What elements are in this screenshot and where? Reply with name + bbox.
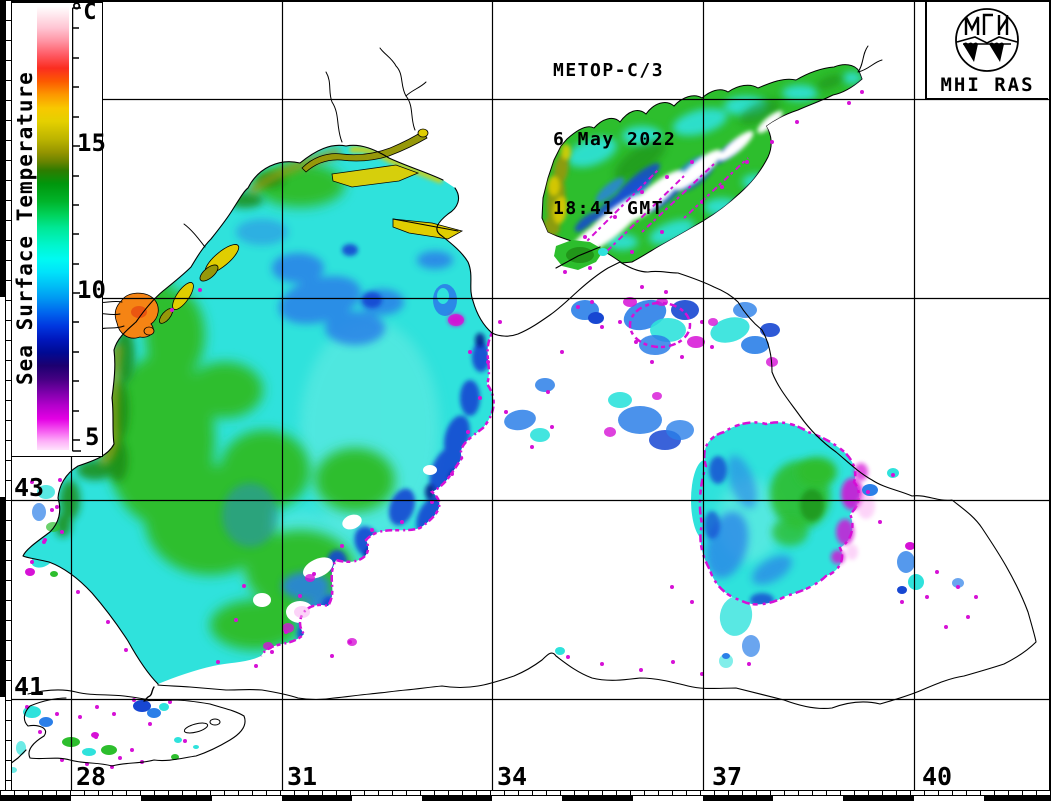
colorbar-tick-10: 10 — [77, 276, 106, 304]
lon-label-37: 37 — [712, 762, 743, 791]
longitude-ruler — [0, 790, 1051, 801]
nw-lagoons — [114, 128, 464, 339]
colorbar-gradient — [37, 6, 69, 450]
latitude-ruler-blocks — [0, 0, 5, 790]
acquisition-info: METOP-C/3 6 May 2022 18:41 GMT — [553, 13, 676, 266]
mhi-ras-logo-box: MHI RAS — [925, 2, 1048, 100]
lat-label-41: 41 — [14, 672, 45, 701]
lon-label-31: 31 — [287, 762, 318, 791]
acquisition-date: 6 May 2022 — [553, 129, 677, 150]
sst-colorbar: Sea Surface Temperature °C 15 10 5 — [11, 0, 106, 457]
frame-top-border — [0, 0, 1051, 2]
lon-label-40: 40 — [922, 762, 953, 791]
acquisition-time: 18:41 GMT — [553, 198, 665, 219]
lat-label-43: 43 — [14, 473, 45, 502]
colorbar-title: Sea Surface Temperature — [13, 71, 37, 386]
lon-label-28: 28 — [76, 762, 107, 791]
east-black-sea-sst-field — [691, 421, 875, 668]
lon-label-34: 34 — [497, 762, 528, 791]
colorbar-unit-label: °C — [70, 0, 97, 25]
colorbar-axis — [72, 7, 81, 452]
satellite-name: METOP-C/3 — [553, 60, 665, 81]
longitude-ruler-blocks — [0, 796, 1051, 801]
mhi-ras-label: MHI RAS — [940, 74, 1035, 96]
mhi-ras-emblem-icon — [955, 8, 1019, 72]
longitude-ruler-cells — [0, 790, 1051, 796]
frame-right-border — [1049, 0, 1051, 801]
scattered-sst-patches — [25, 468, 964, 659]
sea-of-azov-sst-field — [541, 64, 863, 264]
colorbar-tick-5: 5 — [85, 423, 100, 451]
cloud-fringe-magenta — [25, 90, 978, 769]
colorbar-tick-15: 15 — [77, 129, 106, 157]
